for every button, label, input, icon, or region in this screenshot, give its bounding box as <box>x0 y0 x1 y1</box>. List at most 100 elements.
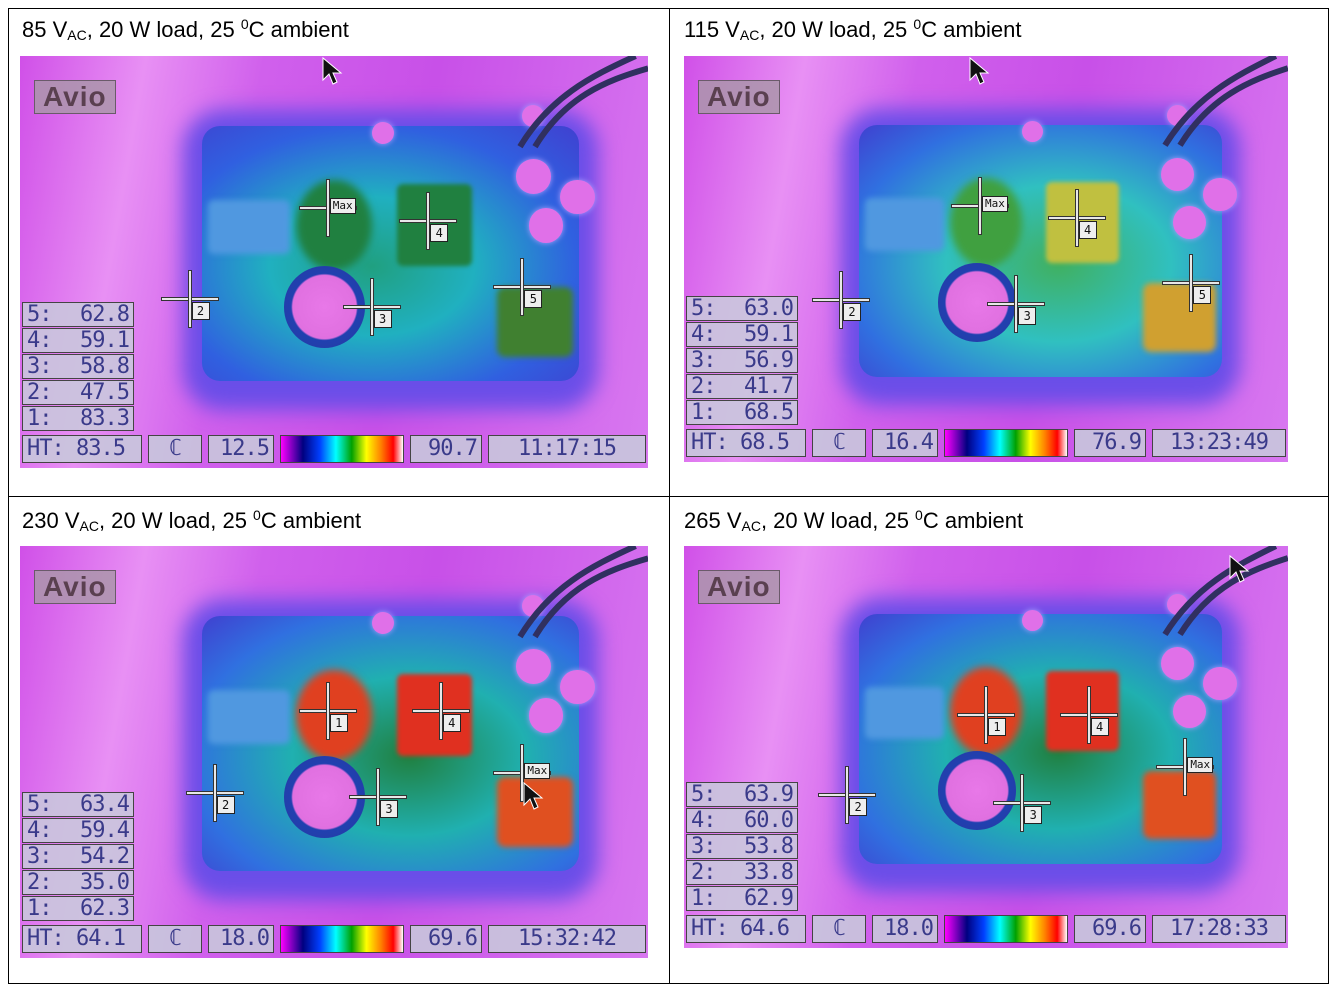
status-bar: HT: 68.5 ℂ 16.4 76.9 13:23:49 <box>686 428 1286 458</box>
spot-value: 62.9 <box>744 886 794 911</box>
status-bar: HT: 83.5 ℂ 12.5 90.7 11:17:15 <box>22 434 646 464</box>
marker-vline <box>985 686 987 743</box>
caption-superscript: 0 <box>913 16 922 32</box>
avio-logo: Avio <box>34 570 116 604</box>
capacitor <box>371 121 394 144</box>
marker-vline <box>213 765 216 822</box>
marker-vline <box>846 767 849 824</box>
max-label: Max <box>329 198 356 215</box>
spot-readout: 1: 62.9 <box>686 886 798 911</box>
marker-vline <box>1184 739 1187 796</box>
marker-vline <box>427 192 430 249</box>
clock: 15:32:42 <box>488 925 646 953</box>
capacitor <box>1203 666 1237 700</box>
measurement-marker-5: Max <box>494 744 551 801</box>
capacitor <box>371 611 394 634</box>
marker-vline <box>521 744 524 801</box>
marker-number: 3 <box>1024 806 1043 825</box>
caption-ambient: C ambient <box>260 508 362 533</box>
hot-region-5 <box>1143 771 1216 840</box>
spot-label: 1: <box>27 406 52 431</box>
spot-label: 2: <box>691 860 716 885</box>
temperature-mode-icon: ℂ <box>148 925 202 953</box>
scale-min: 12.5 <box>208 435 274 463</box>
caption: 230 VAC, 20 W load, 25 0C ambient <box>22 507 361 534</box>
measurement-marker-1: Max <box>299 180 356 237</box>
color-scale-bar <box>280 435 404 463</box>
spot-readout: 2: 47.5 <box>22 380 134 405</box>
caption-subscript: AC <box>741 518 761 534</box>
spot-readout: 1: 83.3 <box>22 406 134 431</box>
measurement-marker-3: 3 <box>349 769 406 826</box>
spot-value: 63.4 <box>80 792 130 817</box>
panel-115vac-thermal-image: Avio Max 2 3 4 5 5: 63.0 4: 59.1 3: 56.9 2: 41.7 1: 68.… <box>684 56 1288 462</box>
hot-region-5 <box>497 776 573 847</box>
spot-label: 1: <box>691 886 716 911</box>
spot-readout: 4: 59.1 <box>22 328 134 353</box>
ht-label: HT: <box>27 436 65 461</box>
marker-number: 4 <box>442 713 461 732</box>
caption-subscript: AC <box>67 27 87 43</box>
ht-value: 83.5 <box>76 436 126 461</box>
caption-superscript: 0 <box>240 16 249 32</box>
cables <box>517 56 648 149</box>
status-bar: HT: 64.1 ℂ 18.0 69.6 15:32:42 <box>22 924 646 954</box>
measurement-marker-2: 2 <box>819 767 876 824</box>
marker-number: 5 <box>1193 286 1212 305</box>
ht-label: HT: <box>691 916 729 941</box>
marker-number: 2 <box>849 798 868 817</box>
capacitor <box>1022 610 1044 632</box>
spot-readouts: 5: 63.4 4: 59.4 3: 54.2 2: 35.0 1: 62.3 <box>22 792 134 922</box>
ht-value: 64.6 <box>740 916 790 941</box>
capacitor <box>1173 694 1207 728</box>
measurement-marker-5: 5 <box>494 258 551 315</box>
spot-readouts: 5: 63.0 4: 59.1 3: 56.9 2: 41.7 1: 68.5 <box>686 296 798 426</box>
panel-230vac-thermal-image: Avio 1 2 3 4 Max 5: 63.4 4: 59.4 3: 54.2 2: 35.0 1: 62.… <box>20 546 648 958</box>
color-scale-bar <box>944 429 1068 457</box>
clock: 13:23:49 <box>1152 429 1286 457</box>
measurement-marker-1: Max <box>951 178 1008 235</box>
marker-vline <box>521 258 524 315</box>
temperature-mode-icon: ℂ <box>148 435 202 463</box>
measurement-marker-2: 2 <box>813 271 870 328</box>
max-label: Max <box>524 762 551 779</box>
temperature-mode-icon: ℂ <box>812 915 866 943</box>
color-scale-bar <box>280 925 404 953</box>
scale-min: 18.0 <box>208 925 274 953</box>
ht-value: 64.1 <box>76 926 126 951</box>
caption-ambient: C ambient <box>921 17 1022 42</box>
marker-number: 5 <box>524 289 543 308</box>
caption-subscript: AC <box>79 518 99 534</box>
spot-readout: 5: 63.4 <box>22 792 134 817</box>
marker-number: 2 <box>191 302 210 321</box>
marker-vline <box>188 271 191 328</box>
capacitor <box>560 669 595 705</box>
measurement-marker-1: 1 <box>958 686 1014 743</box>
spot-readout: 4: 59.4 <box>22 818 134 843</box>
status-bar: HT: 64.6 ℂ 18.0 69.6 17:28:33 <box>686 914 1286 944</box>
spot-readouts: 5: 62.8 4: 59.1 3: 58.8 2: 47.5 1: 83.3 <box>22 302 134 432</box>
scale-max: 76.9 <box>1074 429 1146 457</box>
spot-value: 41.7 <box>744 374 794 399</box>
capacitor <box>560 179 595 215</box>
spot-value: 62.8 <box>80 302 130 327</box>
caption-voltage: 115 V <box>684 17 740 42</box>
spot-value: 63.0 <box>744 296 794 321</box>
capacitor <box>1203 177 1237 212</box>
spot-label: 3: <box>691 834 716 859</box>
spot-value: 33.8 <box>744 860 794 885</box>
measurement-marker-5: 5 <box>1163 255 1220 312</box>
measurement-marker-4: 4 <box>1048 190 1105 247</box>
marker-vline <box>978 178 981 235</box>
spot-value: 59.1 <box>80 328 130 353</box>
spot-value: 54.2 <box>80 844 130 869</box>
heatsink-region <box>208 690 291 744</box>
spot-readout: 2: 35.0 <box>22 870 134 895</box>
heatsink-region <box>865 686 944 739</box>
spot-label: 3: <box>691 348 716 373</box>
spot-label: 4: <box>27 328 52 353</box>
spot-readouts: 5: 63.9 4: 60.0 3: 53.8 2: 33.8 1: 62.9 <box>686 782 798 912</box>
spot-label: 5: <box>27 792 52 817</box>
measurement-marker-4: 4 <box>400 192 457 249</box>
marker-number: 4 <box>430 223 449 242</box>
